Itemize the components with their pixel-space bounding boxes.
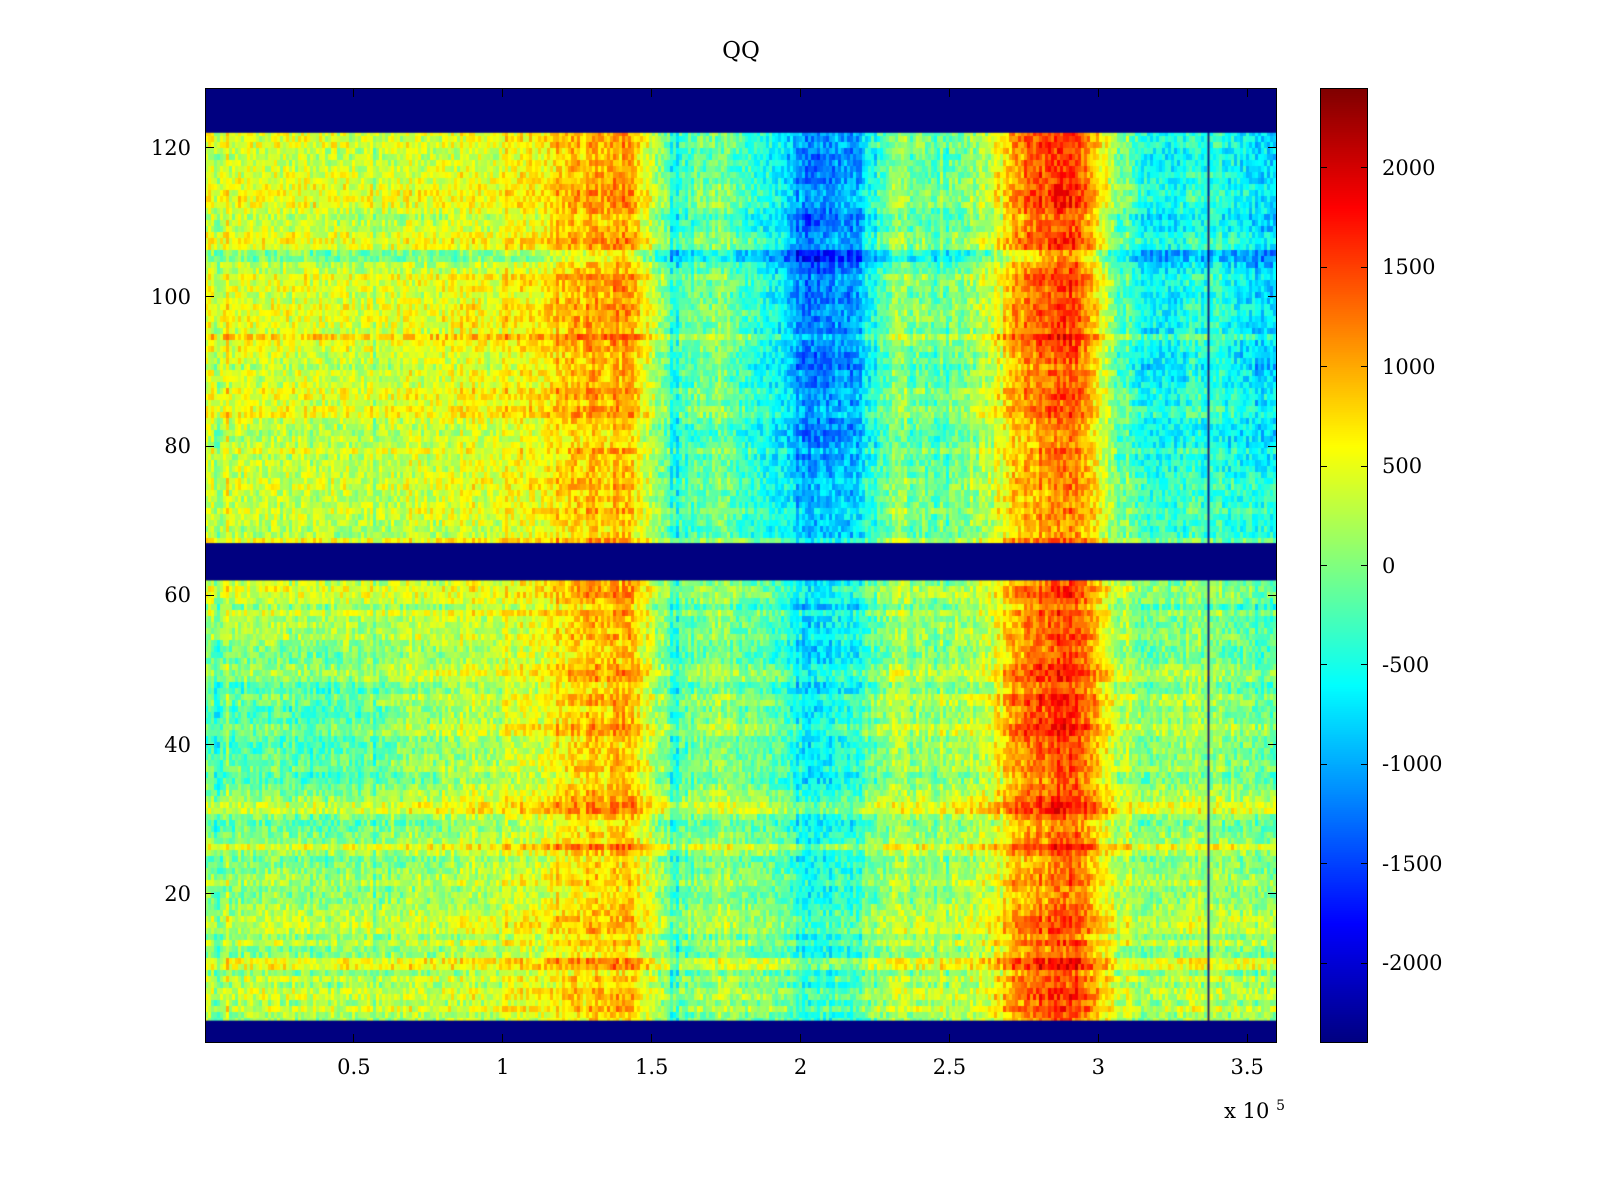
x-tick-mark-top [502, 89, 504, 97]
chart-title: QQ [722, 38, 760, 64]
x-tick-mark [502, 1034, 504, 1042]
colorbar [1320, 88, 1368, 1043]
x-axis-offset-label: x 10 5 [1120, 1098, 1285, 1123]
y-tick-mark-right [1268, 445, 1276, 447]
x-tick-mark-top [948, 89, 950, 97]
colorbar-tick-mark [1321, 763, 1327, 765]
x-tick-label: 3.5 [1230, 1055, 1264, 1079]
x-tick-mark [948, 1034, 950, 1042]
y-tick-mark [206, 296, 214, 298]
colorbar-tick-mark [1321, 863, 1327, 865]
x-tick-mark [800, 1034, 802, 1042]
y-tick-mark-right [1268, 594, 1276, 596]
y-tick-label: 60 [164, 583, 191, 608]
y-tick-mark [206, 147, 214, 149]
y-tick-mark [206, 445, 214, 447]
colorbar-tick-label: 2000 [1382, 155, 1436, 180]
colorbar-tick-mark-right [1361, 664, 1367, 666]
y-tick-label: 20 [164, 881, 191, 906]
x-tick-label: 2 [793, 1055, 808, 1079]
x-tick-mark-top [1097, 89, 1099, 97]
colorbar-tick-label: -2000 [1382, 951, 1443, 976]
colorbar-tick-mark-right [1361, 565, 1367, 566]
colorbar-tick-label: -1000 [1382, 752, 1443, 777]
x-tick-label: 3 [1091, 1055, 1106, 1079]
y-tick-mark-right [1268, 744, 1276, 746]
y-tick-mark-right [1268, 893, 1276, 895]
colorbar-tick-mark-right [1361, 962, 1367, 964]
y-tick-mark-right [1268, 296, 1276, 298]
x-tick-mark [1097, 1034, 1099, 1042]
x-tick-label: 2.5 [932, 1055, 967, 1079]
colorbar-tick-mark-right [1361, 167, 1367, 169]
colorbar-tick-mark [1321, 465, 1327, 467]
colorbar-tick-mark-right [1361, 366, 1367, 368]
colorbar-tick-mark-right [1361, 465, 1367, 467]
colorbar-tick-label: 1500 [1382, 255, 1436, 280]
colorbar-tick-mark [1321, 962, 1327, 964]
x-tick-mark-top [1246, 89, 1248, 97]
colorbar-tick-mark [1321, 366, 1327, 368]
colorbar-tick-mark [1321, 167, 1327, 169]
y-tick-mark [206, 594, 214, 596]
colorbar-tick-mark [1321, 664, 1327, 666]
x-tick-mark [353, 1034, 355, 1042]
x-tick-mark [651, 1034, 653, 1042]
x-tick-mark-top [800, 89, 802, 97]
y-tick-label: 40 [164, 732, 191, 757]
colorbar-tick-mark-right [1361, 863, 1367, 865]
x-tick-mark [1246, 1034, 1248, 1042]
y-tick-mark [206, 744, 214, 746]
colorbar-tick-label: -1500 [1382, 851, 1443, 876]
offset-exponent: 5 [1276, 1098, 1285, 1114]
y-tick-mark-right [1268, 147, 1276, 149]
x-tick-mark-top [353, 89, 355, 97]
colorbar-tick-label: 500 [1382, 454, 1423, 479]
x-tick-label: 0.5 [337, 1055, 371, 1079]
y-tick-label: 120 [150, 135, 191, 160]
colorbar-tick-mark [1321, 266, 1327, 268]
colorbar-tick-label: 1000 [1382, 354, 1436, 379]
y-tick-label: 100 [150, 284, 191, 309]
x-tick-label: 1.5 [634, 1055, 669, 1079]
colorbar-tick-mark-right [1361, 763, 1367, 765]
colorbar-tick-mark-right [1361, 266, 1367, 268]
colorbar-tick-mark [1321, 565, 1327, 566]
y-tick-label: 80 [164, 434, 191, 459]
offset-base: x 10 [1224, 1099, 1270, 1123]
y-tick-mark [206, 893, 214, 895]
x-tick-label: 1 [496, 1055, 510, 1079]
heatmap-canvas [205, 88, 1277, 1043]
colorbar-tick-label: -500 [1382, 652, 1430, 677]
colorbar-tick-label: 0 [1382, 553, 1396, 578]
x-tick-mark-top [651, 89, 653, 97]
